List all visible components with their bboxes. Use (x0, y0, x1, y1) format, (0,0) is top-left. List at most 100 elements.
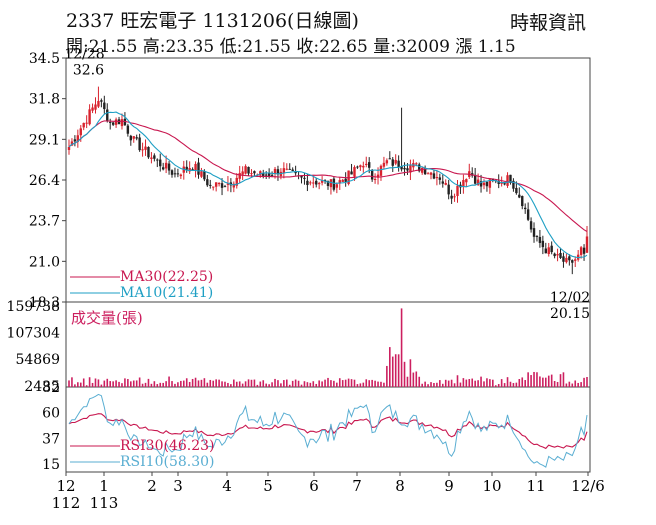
price-tick-label: 23.7 (29, 214, 60, 230)
candle-body (359, 165, 362, 168)
volume-bar (138, 377, 141, 387)
volume-bar (306, 382, 309, 387)
candle-body (382, 162, 386, 167)
candle-body (406, 168, 409, 171)
candle-body (176, 173, 180, 175)
candle-body (129, 135, 133, 141)
candle-body (226, 183, 230, 185)
price-axis: 34.5 31.8 29.1 26.4 23.7 21.0 18.3 (29, 51, 66, 311)
volume-bar (336, 382, 338, 387)
volume-bar (565, 383, 568, 387)
candle-body (353, 167, 356, 177)
volume-bar (150, 383, 153, 387)
candle-body (159, 159, 162, 167)
volume-bar (362, 382, 365, 387)
volume-bar (574, 380, 577, 387)
candle-body (544, 248, 547, 254)
volume-bar (130, 381, 132, 387)
candle-body (529, 221, 533, 230)
volume-bar (389, 347, 391, 387)
candle-body (250, 173, 253, 175)
candle-body (506, 175, 509, 186)
volume-bar (542, 377, 544, 387)
candle-body (220, 183, 224, 188)
candle-body (418, 164, 421, 172)
volume-bar (497, 384, 500, 387)
volume-bar (333, 380, 335, 387)
volume-bar (512, 383, 515, 387)
volume-bar (409, 359, 412, 387)
volume-bar (456, 375, 459, 387)
volume-bar (309, 382, 312, 387)
volume-bar (209, 379, 212, 387)
candle-body (138, 137, 141, 151)
quote-summary: 開:21.55 高:23.35 低:21.55 收:22.65 量:32009 … (66, 37, 516, 57)
candle-body (317, 183, 321, 185)
candle-body (541, 240, 545, 248)
rsi-tick-label: 15 (42, 457, 60, 473)
candle-body (568, 256, 571, 261)
rsi-legend-label: RSI30(46.23) (120, 438, 214, 454)
volume-bar (433, 382, 435, 387)
volume-bar (85, 385, 88, 387)
volume-bar (439, 380, 441, 387)
month-label: 3 (173, 477, 183, 495)
volume-bar (492, 379, 494, 387)
volume-bar (212, 380, 215, 387)
candle-body (509, 174, 512, 183)
volume-bar (283, 380, 285, 387)
candle-body (173, 173, 177, 175)
volume-bar (285, 379, 288, 387)
candle-body (94, 104, 97, 110)
volume-bar (197, 380, 200, 387)
volume-bar (436, 382, 438, 387)
high-date-label: 12/28 (64, 47, 104, 63)
candle-body (479, 181, 483, 187)
candle-body (73, 139, 77, 142)
price-tick-label: 18.3 (29, 295, 60, 311)
volume-bar (88, 377, 91, 387)
volume-bar (182, 380, 185, 387)
rsi-axis: 82 60 37 15 (42, 380, 60, 473)
candle-body (114, 119, 118, 125)
volume-bar (147, 378, 150, 387)
candle-body (338, 180, 341, 184)
high-value-label: 32.6 (73, 63, 104, 79)
volume-bar (291, 380, 294, 387)
candle-body (315, 180, 318, 185)
candle-body (320, 180, 324, 183)
volume-bar (580, 382, 582, 387)
candle-body (264, 174, 268, 176)
volume-bar (380, 381, 382, 387)
candle-body (362, 165, 365, 168)
candle-body (161, 167, 165, 170)
candle-body (147, 146, 150, 158)
candle-body (306, 180, 309, 186)
volume-bar (506, 377, 509, 387)
candle-body (191, 169, 194, 171)
month-label: 12/6 (571, 477, 605, 495)
volume-bar (215, 379, 217, 387)
candle-body (388, 158, 392, 160)
volume-bar (530, 375, 532, 387)
volume-bar (480, 376, 482, 387)
candle-body (420, 168, 424, 173)
month-label: 10 (482, 477, 501, 495)
candle-body (120, 119, 124, 127)
candle-body (179, 174, 183, 177)
volume-bars (68, 308, 588, 387)
candle-body (126, 125, 130, 134)
candle-body (244, 166, 247, 174)
volume-bar (583, 377, 585, 387)
candle-body (285, 168, 288, 170)
candle-body (515, 187, 518, 194)
volume-bar (586, 377, 588, 387)
candle-body (223, 186, 227, 188)
candle-body (273, 168, 277, 174)
volume-bar (430, 382, 432, 387)
candle-body (435, 177, 439, 179)
volume-bar (153, 381, 156, 387)
candle-body (294, 171, 297, 174)
